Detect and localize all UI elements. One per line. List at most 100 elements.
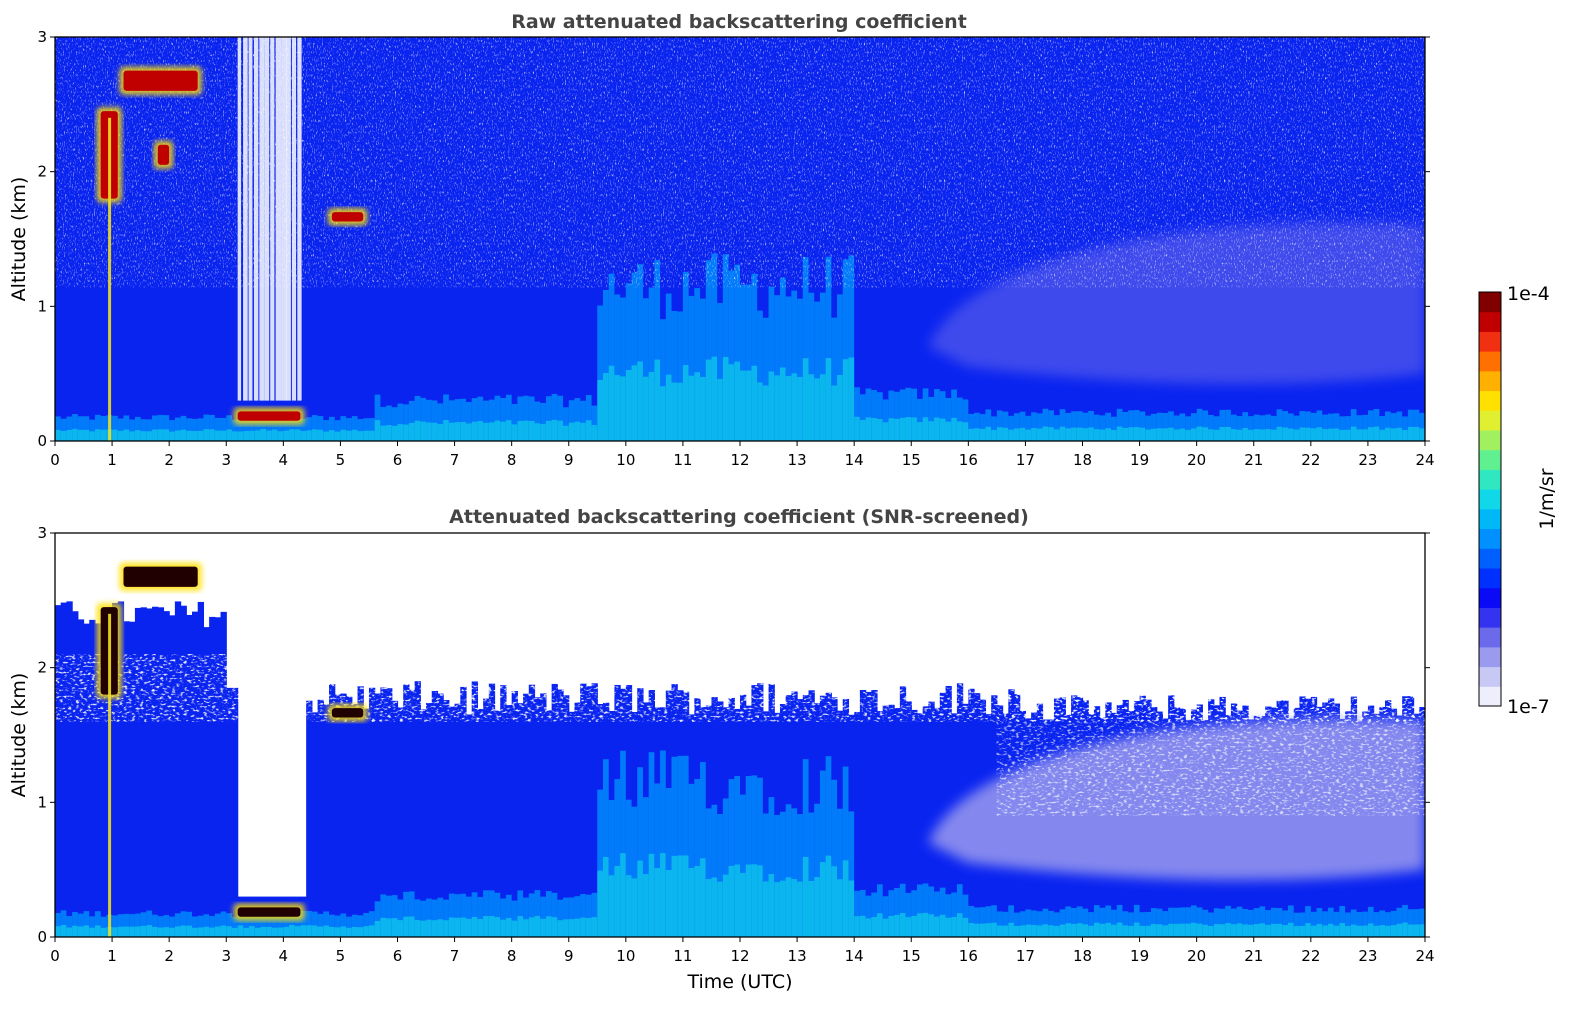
- surface-layer-cell: [1071, 923, 1078, 937]
- boundary-layer-cell: [77, 416, 85, 441]
- boundary-layer-cell: [1293, 415, 1301, 441]
- surface-layer-cell: [66, 927, 73, 937]
- surface-layer-cell: [271, 927, 279, 937]
- surface-layer-cell: [477, 919, 484, 937]
- boundary-layer-cell: [1065, 412, 1072, 441]
- boundary-layer-cell: [563, 407, 570, 441]
- surface-layer-cell: [254, 927, 262, 937]
- boundary-layer-cell: [1156, 908, 1164, 937]
- colorbar-step: [1479, 449, 1501, 470]
- surface-layer-cell: [1111, 924, 1118, 937]
- surface-layer-cell: [414, 420, 421, 441]
- heatmap-column: [203, 627, 210, 937]
- surface-layer-cell: [500, 421, 507, 441]
- surface-layer-cell: [831, 866, 838, 937]
- surface-layer-cell: [928, 421, 935, 441]
- surface-layer-cell: [848, 357, 855, 441]
- boundary-layer-cell: [1162, 911, 1169, 937]
- surface-layer-cell: [112, 927, 119, 937]
- surface-layer-cell: [500, 919, 507, 937]
- boundary-layer-cell: [494, 395, 501, 441]
- boundary-layer-cell: [329, 416, 336, 441]
- surface-layer-cell: [831, 385, 838, 441]
- surface-layer-cell: [985, 426, 992, 441]
- colorbar-min-label: 1e-7: [1507, 696, 1550, 718]
- surface-layer-cell: [197, 927, 205, 937]
- attenuated-gap: [281, 37, 287, 401]
- screened-residual-speckle: [996, 694, 1425, 816]
- surface-layer-cell: [260, 428, 267, 441]
- boundary-layer-cell: [797, 814, 804, 937]
- x-tick-label: 13: [788, 947, 807, 965]
- surface-layer-cell: [814, 378, 821, 441]
- surface-layer-cell: [351, 926, 359, 937]
- surface-layer-cell: [700, 858, 707, 937]
- surface-layer-cell: [66, 429, 73, 441]
- boundary-layer-cell: [1036, 413, 1044, 441]
- x-axis-label: Time (UTC): [686, 971, 792, 993]
- heatmap-column: [928, 701, 935, 937]
- boundary-layer-cell: [545, 396, 553, 441]
- surface-layer-cell: [1356, 429, 1363, 441]
- boundary-layer-cell: [1099, 415, 1106, 441]
- boundary-layer-cell: [483, 400, 490, 441]
- boundary-layer-cell: [1036, 911, 1044, 937]
- boundary-layer-cell: [637, 767, 644, 937]
- boundary-layer-cell: [894, 391, 901, 441]
- boundary-layer-cell: [694, 779, 701, 937]
- surface-layer-cell: [945, 917, 952, 937]
- surface-layer-cell: [494, 420, 501, 441]
- boundary-layer-cell: [283, 417, 290, 441]
- boundary-layer-cell: [979, 907, 987, 937]
- surface-layer-cell: [888, 915, 895, 937]
- boundary-layer-cell: [466, 896, 473, 937]
- boundary-layer-cell: [1173, 415, 1181, 441]
- boundary-layer-cell: [557, 899, 564, 937]
- cloud-core: [331, 212, 364, 222]
- surface-layer-cell: [83, 429, 90, 441]
- boundary-layer-cell: [962, 894, 969, 937]
- boundary-layer-cell: [819, 292, 827, 441]
- surface-layer-cell: [894, 418, 901, 441]
- colorbar-scale: [1479, 292, 1501, 707]
- surface-layer-cell: [1179, 428, 1186, 441]
- boundary-layer-cell: [1213, 416, 1221, 441]
- boundary-layer-cell: [688, 783, 695, 937]
- boundary-layer-cell: [1053, 415, 1061, 441]
- surface-layer-cell: [1373, 925, 1380, 937]
- boundary-layer-cell: [517, 890, 524, 937]
- surface-layer-cell: [146, 925, 153, 937]
- heatmap-column: [488, 683, 496, 937]
- boundary-layer-cell: [551, 892, 558, 937]
- surface-layer-cell: [854, 416, 861, 441]
- surface-layer-cell: [1276, 426, 1283, 441]
- boundary-layer-cell: [916, 884, 924, 937]
- surface-layer-cell: [1248, 429, 1255, 441]
- boundary-layer-cell: [220, 911, 227, 937]
- boundary-layer-cell: [745, 776, 753, 937]
- screened-backscatter-panel: Attenuated backscattering coefficient (S…: [8, 506, 1435, 993]
- boundary-layer-cell: [1116, 408, 1124, 441]
- boundary-layer-cell: [454, 399, 461, 441]
- surface-layer-cell: [1407, 924, 1415, 937]
- heatmap-column: [945, 685, 952, 937]
- boundary-layer-cell: [614, 294, 621, 441]
- surface-layer-cell: [745, 864, 753, 937]
- boundary-layer-cell: [192, 916, 199, 937]
- boundary-layer-cell: [94, 911, 102, 937]
- boundary-layer-cell: [197, 915, 205, 937]
- surface-layer-cell: [814, 877, 821, 937]
- colorbar-step: [1479, 430, 1501, 451]
- surface-layer-cell: [591, 425, 598, 441]
- boundary-layer-cell: [300, 910, 307, 937]
- surface-layer-cell: [1350, 924, 1358, 937]
- boundary-layer-cell: [209, 916, 216, 937]
- surface-layer-cell: [1293, 429, 1301, 441]
- boundary-layer-cell: [642, 298, 650, 441]
- surface-layer-cell: [620, 853, 627, 937]
- heatmap-column: [403, 684, 410, 937]
- boundary-layer-cell: [1362, 414, 1369, 441]
- raw-backscatter-panel: Raw attenuated backscattering coefficien…: [8, 11, 1435, 469]
- surface-layer-cell: [717, 881, 724, 937]
- heatmap-column: [483, 698, 490, 937]
